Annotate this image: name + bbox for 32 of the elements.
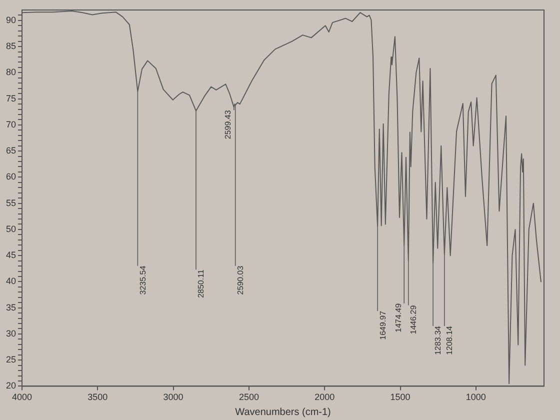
y-tick-label: 70 — [6, 119, 16, 130]
y-tick-label: 90 — [6, 14, 16, 25]
x-tick-label: 2000 — [314, 392, 335, 402]
annotation: 1474.49 — [394, 302, 403, 332]
annotation: 2599.43 — [224, 110, 233, 140]
y-tick-label: 50 — [6, 224, 16, 234]
y-tick-label: 40 — [6, 276, 16, 286]
y-tick-label: 35 — [6, 302, 16, 312]
annotation: 1446.29 — [409, 304, 418, 334]
x-tick-label: 3500 — [88, 392, 108, 402]
y-tick-label: 85 — [6, 41, 16, 52]
y-tick-label: 30 — [6, 328, 16, 338]
annotation: 1649.97 — [378, 310, 388, 340]
x-tick-label: 3000 — [163, 392, 184, 402]
annotation: 1283.34 — [434, 325, 443, 355]
x-tick-label: 4000 — [12, 392, 32, 402]
y-tick-label: 55 — [6, 198, 16, 208]
x-tick-label: 1500 — [390, 392, 410, 402]
annotation: 3235.54 — [138, 265, 148, 295]
y-tick-label: 45 — [6, 250, 16, 260]
y-tick-label: 20 — [6, 380, 16, 391]
annotation: 1208.14 — [445, 325, 454, 355]
y-tick-label: 25 — [6, 354, 16, 365]
y-tick-label: 60 — [6, 172, 16, 182]
x-tick-label: 2500 — [238, 392, 259, 402]
x-axis-title: Wavenumbers (cm-1) — [235, 406, 331, 418]
annotation: 2590.03 — [236, 265, 246, 295]
y-tick-label: 80 — [6, 67, 16, 78]
x-tick-label: 1000 — [466, 392, 486, 402]
y-tick-label: 75 — [6, 93, 16, 104]
annotation: 2850.11 — [196, 269, 206, 298]
y-tick-label: 65 — [6, 146, 16, 156]
